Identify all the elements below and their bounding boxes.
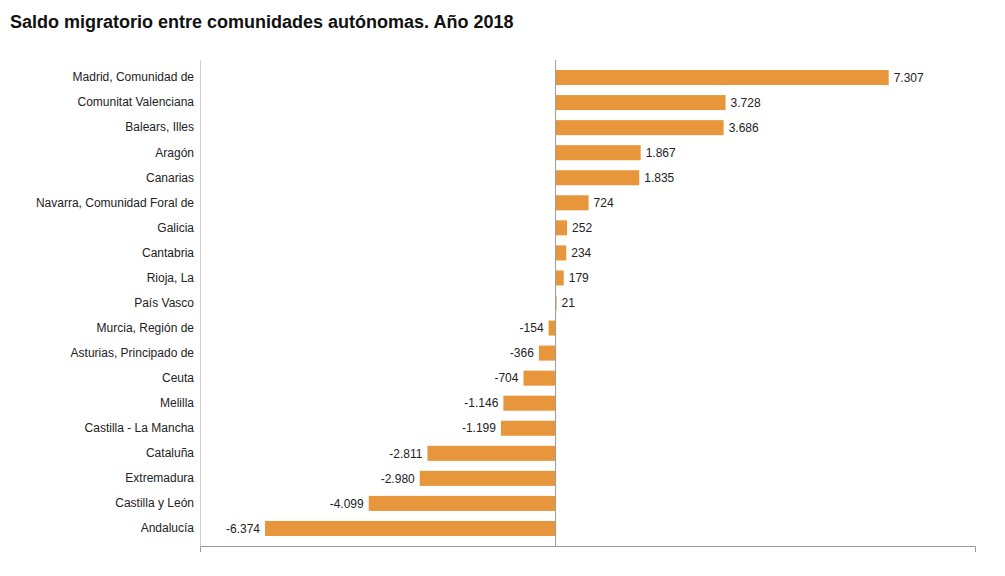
bar	[556, 145, 641, 160]
data-label: -2.980	[381, 472, 415, 486]
bar	[556, 170, 640, 185]
bar	[556, 70, 889, 85]
tick-label: Castilla y León	[115, 496, 194, 510]
data-label: 3.686	[729, 121, 759, 135]
data-label: -154	[520, 321, 544, 335]
bar	[427, 446, 555, 461]
bar	[369, 496, 556, 511]
tick-label: Castilla - La Mancha	[85, 421, 195, 435]
tick-label: Galicia	[157, 221, 194, 235]
tick: Canarias	[146, 171, 200, 185]
data-label: 234	[571, 246, 591, 260]
tick: Comunitat Valenciana	[77, 95, 200, 109]
bar	[549, 321, 556, 336]
data-label: -6.374	[226, 522, 260, 536]
bar	[265, 521, 556, 536]
data-label: 21	[562, 296, 576, 310]
bar	[539, 346, 556, 361]
tick: País Vasco	[134, 296, 200, 310]
data-label: 7.307	[894, 71, 924, 85]
tick: Cataluña	[146, 446, 200, 460]
tick: Ceuta	[162, 371, 200, 385]
tick-label: Canarias	[146, 171, 194, 185]
x-axis	[201, 547, 976, 553]
bar	[556, 245, 567, 260]
data-label: -2.811	[389, 447, 422, 461]
tick-label: Cataluña	[146, 446, 194, 460]
bars	[265, 70, 889, 536]
tick: Balears, Illes	[125, 120, 200, 134]
tick: Madrid, Comunidad de	[73, 70, 200, 84]
tick-label: Asturias, Principado de	[71, 346, 195, 360]
data-label: 3.728	[731, 96, 761, 110]
tick-label: Balears, Illes	[125, 120, 194, 134]
data-label: 724	[594, 196, 614, 210]
data-label: 1.835	[644, 171, 674, 185]
data-label: 179	[569, 271, 589, 285]
tick: Castilla y León	[115, 496, 200, 510]
tick: Asturias, Principado de	[71, 346, 200, 360]
tick-label: País Vasco	[134, 296, 194, 310]
bar	[556, 120, 724, 135]
plot: Madrid, Comunidad de Comunitat Valenciana…	[36, 60, 976, 552]
tick: Navarra, Comunidad Foral de	[36, 196, 200, 210]
bar	[556, 270, 564, 285]
tick-label: Andalucía	[141, 521, 195, 535]
tick: Rioja, La	[147, 271, 200, 285]
tick: Andalucía	[141, 521, 200, 535]
bar	[503, 396, 555, 411]
tick: Extremadura	[125, 471, 200, 485]
tick-label: Madrid, Comunidad de	[73, 70, 195, 84]
tick-label: Cantabria	[142, 246, 194, 260]
bar	[501, 421, 556, 436]
data-label: 1.867	[646, 146, 676, 160]
data-labels: 7.307 3.728 3.686 1.867 1.835 724252 234 179 21 -…	[226, 71, 924, 536]
data-label: -1.146	[464, 396, 498, 410]
tick-label: Aragón	[155, 146, 194, 160]
bar	[556, 220, 567, 235]
bar	[420, 471, 556, 486]
data-label: -1.199	[462, 421, 496, 435]
tick: Murcia, Región de	[97, 321, 200, 335]
data-label: -704	[494, 371, 518, 385]
axis-line	[200, 61, 201, 547]
title: Saldo migratorio entre comunidades autón…	[10, 12, 513, 32]
data-label: 252	[572, 221, 592, 235]
tick: Galicia	[157, 221, 200, 235]
bar	[523, 371, 555, 386]
tick-label: Navarra, Comunidad Foral de	[36, 196, 194, 210]
bar	[556, 95, 726, 110]
y-axis: Madrid, Comunidad de Comunitat Valenciana…	[36, 61, 201, 547]
bar	[556, 195, 589, 210]
data-label: -4.099	[330, 497, 364, 511]
tick-label: Rioja, La	[147, 271, 195, 285]
tick-label: Extremadura	[125, 471, 194, 485]
tick: Melilla	[160, 396, 200, 410]
tick: Cantabria	[142, 246, 200, 260]
tick-label: Murcia, Región de	[97, 321, 195, 335]
tick-label: Comunitat Valenciana	[77, 95, 194, 109]
tick: Castilla - La Mancha	[85, 421, 200, 435]
tick-label: Ceuta	[162, 371, 194, 385]
chart: Saldo migratorio entre comunidades autón…	[0, 0, 1005, 576]
data-label: -366	[510, 346, 534, 360]
axis-line	[201, 547, 976, 553]
zero-line	[555, 60, 556, 546]
tick-label: Melilla	[160, 396, 194, 410]
tick: Aragón	[155, 146, 200, 160]
